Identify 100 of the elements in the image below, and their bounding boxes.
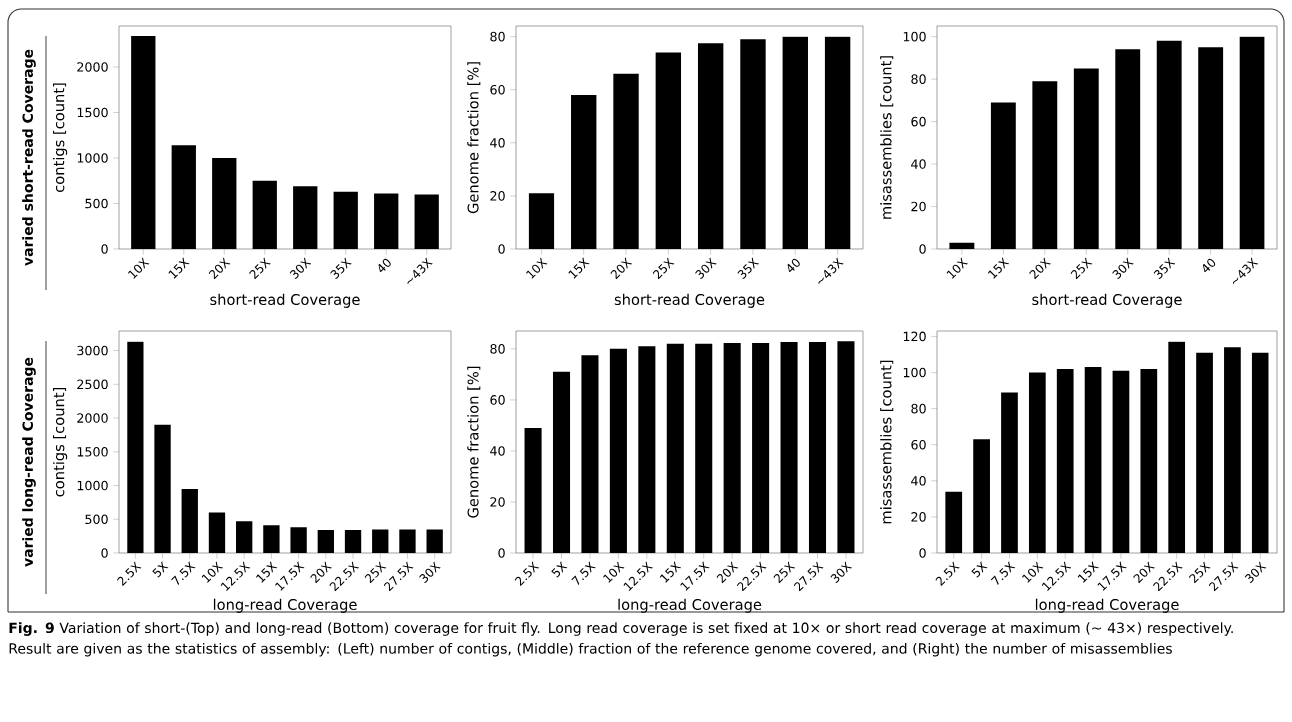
bar	[780, 341, 798, 554]
y-tick-label: 20	[490, 191, 505, 201]
bar	[837, 341, 855, 554]
y-tick-label: 60	[490, 84, 505, 95]
y-tick-label: 60	[911, 439, 926, 450]
y-tick-label: 20	[911, 512, 926, 522]
bar	[1032, 81, 1058, 250]
x-tick-label: 5X	[152, 561, 169, 578]
y-tick-label: 80	[911, 74, 926, 84]
bar	[1140, 368, 1158, 554]
bar	[552, 371, 571, 554]
bar	[638, 346, 656, 554]
bar	[1198, 47, 1224, 250]
bar	[1156, 40, 1182, 250]
x-axis-title: short-read Coverage	[210, 293, 360, 308]
x-tick-label: 40	[1202, 258, 1216, 273]
bar	[344, 530, 362, 554]
bar	[236, 521, 253, 554]
bar	[1115, 49, 1141, 250]
y-tick-label: 80	[490, 31, 505, 42]
y-tick-label: 0	[498, 548, 505, 558]
bar	[154, 424, 171, 554]
x-tick-label: 5X	[551, 561, 568, 578]
bar	[372, 529, 389, 554]
y-tick-label: 60	[911, 116, 926, 127]
bar	[581, 355, 599, 554]
y-tick-label: 0	[101, 244, 108, 254]
bar	[127, 341, 144, 554]
y-tick-label: 0	[919, 244, 926, 254]
bar	[399, 529, 416, 554]
bar	[414, 194, 439, 250]
bar	[252, 180, 277, 250]
x-axis-title: short-read Coverage	[614, 293, 765, 308]
text: varied long-read Coverage	[22, 357, 36, 567]
y-axis-title: Genome fraction [%]	[467, 62, 481, 214]
x-axis-title: long-read Coverage	[1035, 598, 1179, 613]
bar	[1224, 347, 1241, 554]
bar	[571, 95, 597, 249]
y-tick-label: 2500	[77, 379, 108, 390]
y-tick-label: 100	[903, 31, 926, 42]
bar	[609, 348, 627, 554]
y-tick-label: 20	[911, 201, 926, 212]
bar	[752, 343, 770, 554]
y-tick-label: 2000	[77, 62, 108, 72]
y-tick-label: 1000	[77, 153, 108, 163]
bar	[1056, 368, 1074, 554]
bar	[1001, 392, 1018, 554]
x-axis-title: short-read Coverage	[1032, 293, 1182, 308]
bar	[1112, 370, 1130, 554]
bar	[208, 512, 226, 554]
y-tick-label: 40	[490, 138, 505, 148]
bar	[426, 529, 443, 554]
y-tick-label: 1000	[77, 480, 108, 491]
y-tick-label: 500	[85, 198, 108, 209]
bar	[740, 39, 766, 249]
bar	[212, 157, 237, 250]
bar	[1196, 352, 1213, 554]
bar	[666, 343, 684, 554]
bar	[1239, 36, 1265, 250]
text: varied short-read Coverage	[22, 49, 36, 266]
bar	[824, 36, 851, 249]
bar	[293, 186, 318, 250]
bar	[990, 102, 1016, 250]
bar	[317, 530, 334, 554]
bar	[131, 36, 156, 250]
bar	[1073, 68, 1099, 250]
bar	[695, 343, 713, 554]
bar	[723, 343, 741, 554]
x-tick-label: 40	[787, 258, 800, 273]
y-tick-label: 20	[490, 497, 505, 507]
y-tick-label: 40	[911, 159, 926, 169]
text: Fig. 9 Variation of short-(Top) and long-read (Bottom) coverage for fruit fly. Long read coverage is set fixed at 10× or short read coverage at maximum (∼ 43×) respectively. Result are given as the statistics of assembly: (Left) number of contigs, (Middle) fraction of the reference genome covered, and (Right) the number of misassemblies	[9, 622, 1233, 657]
bar	[613, 73, 639, 249]
y-axis-title: misassemblies [count]	[880, 56, 894, 219]
bar	[1084, 367, 1102, 554]
y-axis-title: contigs [count]	[53, 387, 68, 497]
y-tick-label: 80	[490, 344, 505, 354]
y-tick-label: 80	[911, 403, 926, 414]
x-axis-title: long-read Coverage	[213, 598, 357, 613]
bar	[171, 145, 196, 250]
x-tick-label: 40	[378, 258, 391, 273]
y-tick-label: 500	[85, 514, 108, 525]
bar	[1028, 372, 1046, 554]
bar	[524, 427, 542, 554]
y-axis-title: misassemblies [count]	[880, 360, 894, 524]
bar	[655, 52, 682, 249]
bar	[1168, 341, 1186, 554]
bar	[290, 527, 307, 554]
y-tick-label: 100	[903, 367, 926, 378]
y-tick-label: 2000	[77, 413, 108, 423]
y-tick-label: 0	[919, 548, 926, 558]
bar	[374, 193, 399, 250]
bar	[949, 242, 975, 250]
y-tick-label: 0	[101, 548, 108, 558]
y-tick-label: 3000	[77, 345, 108, 356]
bar	[808, 341, 827, 554]
y-tick-label: 120	[903, 331, 926, 342]
y-axis-title: contigs [count]	[53, 83, 68, 192]
y-tick-label: 40	[911, 476, 926, 486]
y-tick-label: 0	[498, 244, 505, 254]
